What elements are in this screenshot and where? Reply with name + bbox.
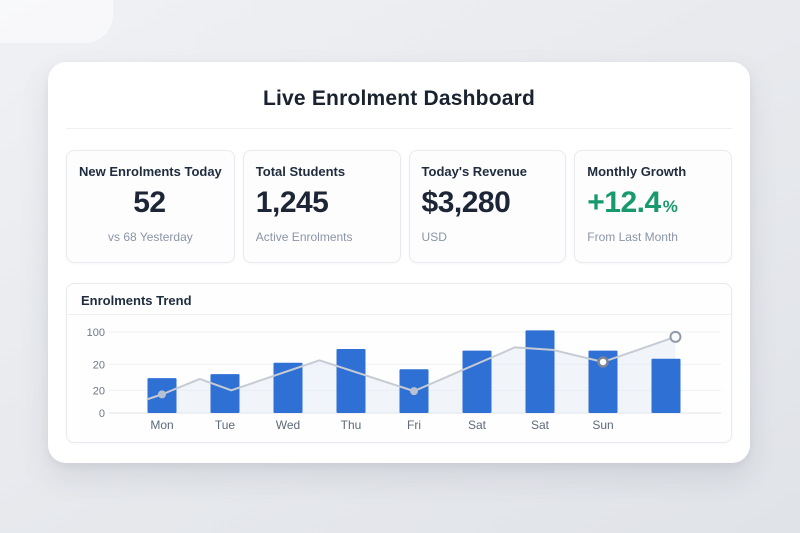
y-axis-tick-label: 100	[87, 327, 105, 339]
y-axis-tick-label: 0	[99, 408, 105, 420]
page-title: Live Enrolment Dashboard	[262, 87, 536, 110]
y-axis-tick-label: 20	[93, 385, 105, 397]
stat-subtext: From Last Month	[587, 230, 678, 244]
chart-bar	[336, 349, 366, 413]
stat-label: Total Students	[255, 164, 346, 179]
x-axis-label: Thu	[341, 418, 362, 432]
chart-bar	[210, 374, 240, 413]
stat-value: +12.4%	[587, 186, 678, 219]
stat-subtext: USD	[421, 230, 447, 244]
x-axis-label: Sun	[592, 418, 613, 432]
chart-bar	[525, 330, 555, 413]
stat-label: Today's Revenue	[421, 164, 527, 179]
background-corner-shape	[0, 0, 113, 43]
chart-bar	[588, 350, 618, 413]
trend-marker-ring	[597, 356, 609, 368]
stats-row: New Enrolments Today 52 vs 68 Yesterday …	[66, 150, 732, 263]
stat-label: Monthly Growth	[587, 164, 687, 179]
y-axis-tick-label: 20	[93, 359, 105, 371]
stat-label: New Enrolments Today	[79, 164, 222, 179]
stat-subtext: Active Enrolments	[255, 230, 353, 244]
title-divider	[66, 128, 732, 129]
x-axis-label: Wed	[276, 418, 300, 432]
trend-line	[146, 335, 677, 401]
chart-body: 100 20 20 0 Mon Tue Wed Thu Fri Sat Sat Sun	[67, 315, 731, 442]
trend-marker-open	[669, 330, 682, 343]
trend-marker-filled	[158, 390, 166, 399]
chart-bar	[651, 358, 681, 413]
chart-title: Enrolments Trend	[81, 293, 192, 308]
chart-header: Enrolments Trend	[67, 284, 731, 315]
stat-subtext: vs 68 Yesterday	[108, 230, 193, 244]
enrolments-trend-chart: 100 20 20 0 Mon Tue Wed Thu Fri Sat Sat Sun	[87, 327, 721, 432]
stat-card-total-students: Total Students 1,245 Active Enrolments	[242, 150, 401, 263]
enrolments-trend-card: Enrolments Trend 100 20 20 0 Mon Tue Wed Thu Fri…	[66, 283, 732, 443]
stat-card-todays-revenue: Today's Revenue $3,280 USD	[408, 150, 567, 263]
stat-card-new-enrolments: New Enrolments Today 52 vs 68 Yesterday	[66, 150, 235, 263]
x-axis-label: Fri	[407, 418, 421, 432]
x-axis-label: Sat	[531, 418, 550, 432]
stat-value: 52	[133, 186, 166, 219]
stat-value: 1,245	[255, 186, 329, 219]
chart-bar	[273, 362, 303, 413]
stat-value-suffix: %	[662, 197, 678, 216]
x-axis-label: Tue	[215, 418, 236, 432]
trend-marker-filled	[410, 387, 418, 396]
stat-value: $3,280	[421, 186, 511, 219]
x-axis-label: Sat	[468, 418, 487, 432]
x-axis-label: Mon	[150, 418, 173, 432]
stat-card-monthly-growth: Monthly Growth +12.4% From Last Month	[574, 150, 732, 263]
dashboard-card: Live Enrolment Dashboard New Enrolments …	[48, 62, 750, 463]
